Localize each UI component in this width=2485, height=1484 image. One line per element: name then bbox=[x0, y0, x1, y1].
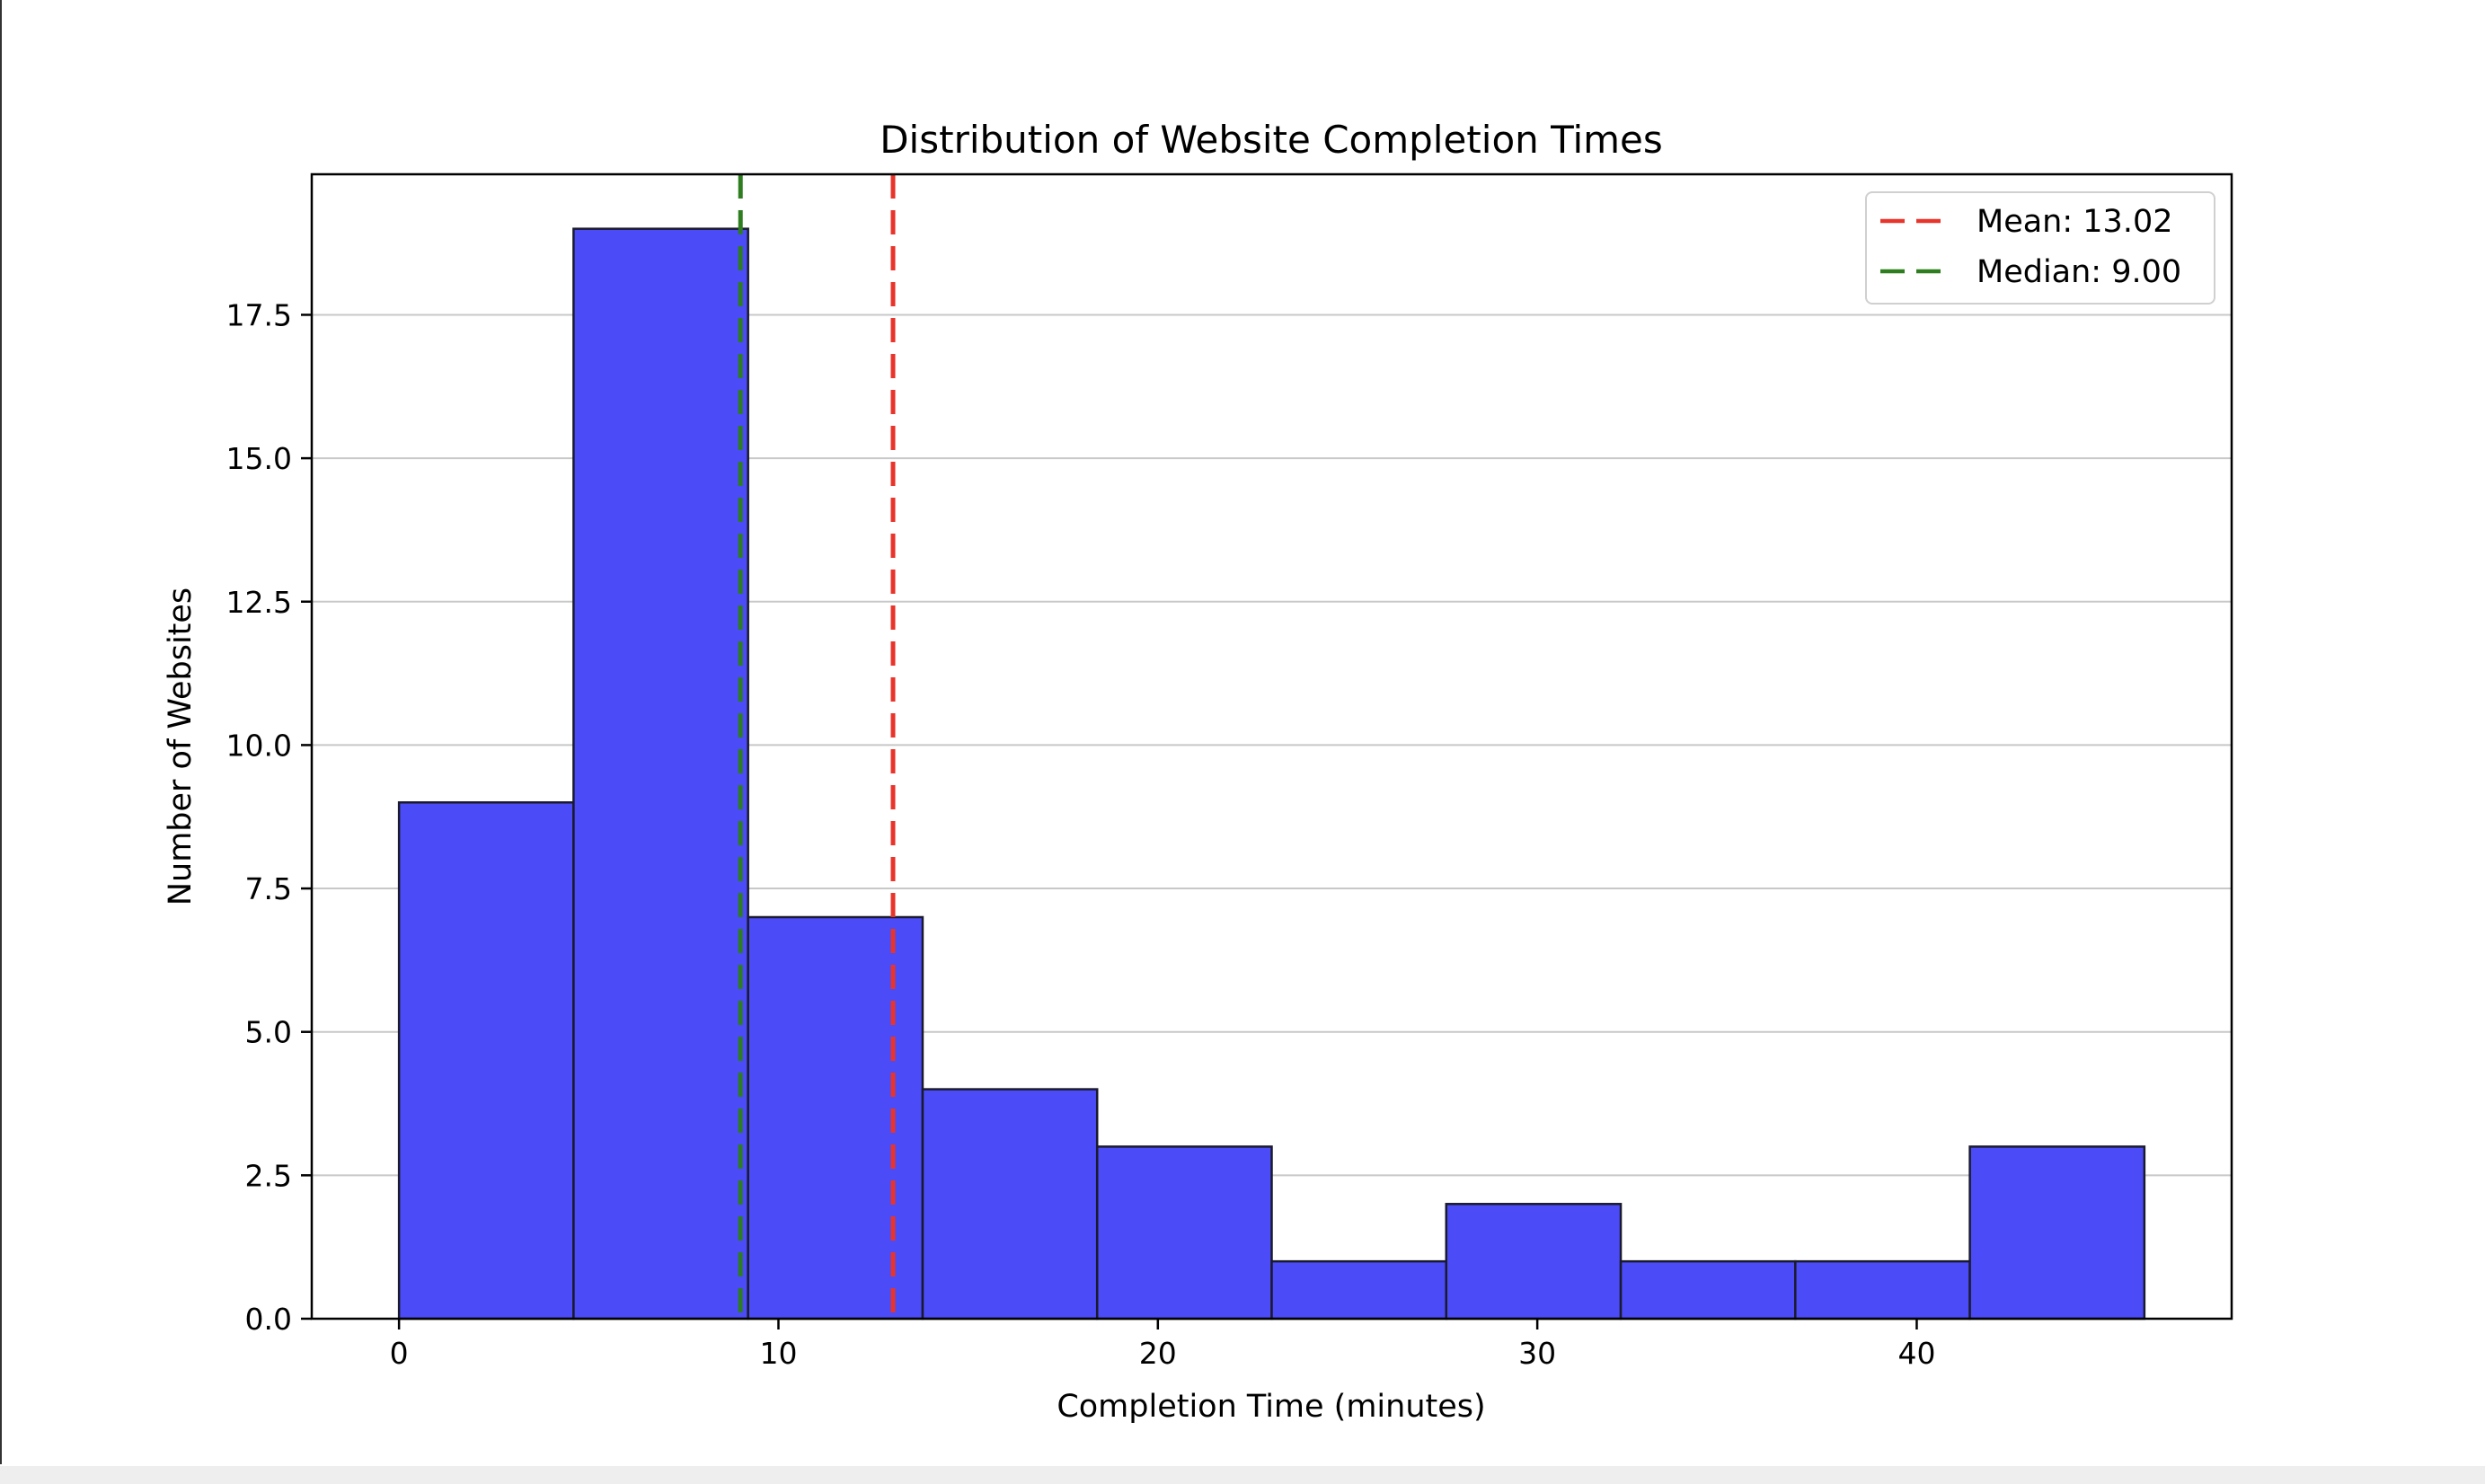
histogram-bar bbox=[1619, 1259, 1797, 1321]
x-tick-label: 20 bbox=[1139, 1336, 1177, 1371]
histogram-bar bbox=[1445, 1203, 1623, 1321]
x-tick-label: 0 bbox=[390, 1336, 409, 1371]
y-tick-label: 12.5 bbox=[226, 585, 292, 620]
histogram-bars bbox=[397, 227, 2146, 1321]
x-axis-ticks: 0 10 20 30 40 bbox=[390, 1319, 1935, 1371]
x-axis-label: Completion Time (minutes) bbox=[1057, 1389, 1485, 1425]
plot-area-border bbox=[310, 172, 2233, 1321]
y-tick-label: 15.0 bbox=[226, 441, 292, 476]
legend: Mean: 13.02 Median: 9.00 bbox=[1865, 191, 2215, 305]
x-tick-label: 10 bbox=[759, 1336, 797, 1371]
y-tick-label: 0.0 bbox=[245, 1302, 292, 1337]
histogram-bar bbox=[1794, 1259, 1971, 1321]
y-tick-label: 2.5 bbox=[245, 1158, 292, 1193]
x-tick-label: 30 bbox=[1518, 1336, 1556, 1371]
histogram-bar bbox=[747, 915, 924, 1321]
y-tick-label: 7.5 bbox=[245, 871, 292, 906]
window-bottom-edge bbox=[0, 1466, 2485, 1484]
legend-median-label: Median: 9.00 bbox=[1977, 254, 2181, 290]
y-tick-label: 10.0 bbox=[226, 728, 292, 763]
histogram-bar bbox=[572, 227, 749, 1321]
y-axis-label: Number of Websites bbox=[163, 587, 199, 905]
histogram-bar bbox=[1968, 1145, 2146, 1321]
histogram-bar bbox=[1095, 1145, 1273, 1321]
y-axis-ticks: 0.0 2.5 5.0 7.5 10.0 12.5 15.0 17.5 bbox=[226, 297, 312, 1337]
x-tick-label: 40 bbox=[1897, 1336, 1935, 1371]
y-tick-label: 5.0 bbox=[245, 1015, 292, 1050]
reference-lines bbox=[738, 174, 896, 1319]
histogram-bar bbox=[921, 1088, 1099, 1321]
legend-mean-label: Mean: 13.02 bbox=[1977, 204, 2172, 240]
histogram-bar bbox=[1270, 1259, 1448, 1321]
y-tick-label: 17.5 bbox=[226, 297, 292, 332]
histogram-bar bbox=[397, 801, 575, 1321]
legend-box bbox=[1865, 191, 2215, 305]
chart-title: Distribution of Website Completion Times bbox=[880, 118, 1663, 162]
